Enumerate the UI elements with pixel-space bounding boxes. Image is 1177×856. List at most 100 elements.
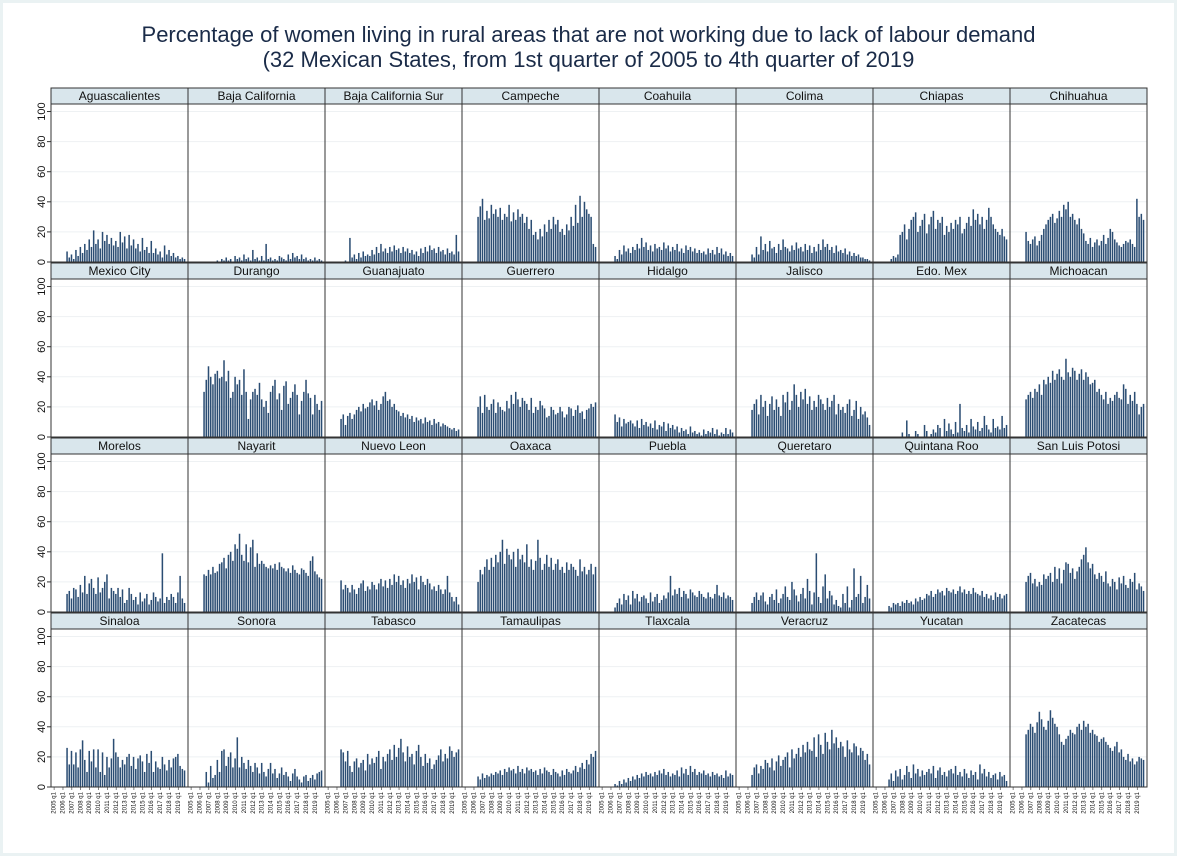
bar xyxy=(862,602,864,612)
bar xyxy=(694,248,696,262)
bar xyxy=(455,430,458,437)
bar xyxy=(811,604,813,612)
bar xyxy=(751,602,753,612)
x-tick-label: 2019 q1 xyxy=(313,791,319,813)
bar xyxy=(1071,213,1074,262)
y-tick-label: 20 xyxy=(36,401,48,413)
bar xyxy=(906,765,908,787)
bar xyxy=(364,408,367,437)
bar xyxy=(373,405,376,437)
bar xyxy=(276,399,278,437)
bar xyxy=(101,587,104,612)
bar xyxy=(510,770,513,787)
bar xyxy=(86,593,88,612)
bar xyxy=(970,593,972,612)
bar xyxy=(667,771,670,787)
bar xyxy=(729,252,732,262)
bar xyxy=(314,779,316,787)
bar xyxy=(512,768,515,787)
bar xyxy=(1078,373,1081,437)
bar xyxy=(828,590,831,612)
bar xyxy=(702,429,705,437)
bar xyxy=(948,423,950,437)
bar xyxy=(1029,391,1032,437)
bar xyxy=(537,409,539,437)
bar xyxy=(568,230,570,262)
bar xyxy=(1125,388,1127,437)
bar xyxy=(152,592,155,612)
bar xyxy=(207,782,210,787)
bar xyxy=(499,207,501,262)
bar xyxy=(391,251,393,262)
x-tick-label: 2009 q1 xyxy=(224,791,230,813)
bar xyxy=(377,583,380,612)
bar xyxy=(574,569,577,612)
bar xyxy=(1113,394,1116,437)
bar xyxy=(577,405,579,437)
bar xyxy=(689,246,692,262)
bar xyxy=(260,762,263,787)
bar xyxy=(1096,735,1098,787)
bar xyxy=(1031,397,1034,437)
panel-chiapas: Chiapas xyxy=(872,87,1011,263)
bar xyxy=(181,598,184,612)
bar xyxy=(950,768,952,787)
bar xyxy=(506,216,508,262)
bar xyxy=(627,248,630,262)
bar xyxy=(862,750,864,787)
bar xyxy=(70,254,73,262)
bar xyxy=(417,589,420,612)
bar xyxy=(797,248,800,262)
bar xyxy=(972,209,975,262)
bar xyxy=(1056,578,1058,612)
bar xyxy=(1085,547,1087,612)
bar xyxy=(588,408,590,437)
bar xyxy=(788,599,791,612)
bar xyxy=(645,771,647,787)
bar xyxy=(716,773,718,787)
bar xyxy=(559,569,561,612)
bar xyxy=(554,414,557,437)
bar xyxy=(307,260,309,262)
bar xyxy=(1131,758,1134,787)
bar xyxy=(530,219,533,262)
bar xyxy=(148,252,150,262)
x-tick-label: 2010 q1 xyxy=(918,791,924,813)
bar xyxy=(1038,711,1041,787)
bar xyxy=(431,589,433,612)
bar xyxy=(826,243,829,262)
bar xyxy=(150,599,153,612)
x-tick-label: 2018 q1 xyxy=(715,791,721,813)
bar xyxy=(857,755,860,787)
bar xyxy=(923,424,926,437)
bar xyxy=(483,394,486,437)
bar xyxy=(303,391,305,437)
bar xyxy=(923,213,926,262)
bar xyxy=(214,373,216,437)
bar xyxy=(258,382,261,437)
bar xyxy=(665,774,667,787)
bar xyxy=(917,433,919,437)
bar xyxy=(837,403,840,437)
bar xyxy=(698,771,701,787)
bar xyxy=(590,403,592,437)
bar xyxy=(258,773,261,787)
bar xyxy=(806,741,809,787)
bar xyxy=(707,430,709,437)
bar xyxy=(349,765,351,787)
bar xyxy=(822,239,824,262)
bar xyxy=(1109,397,1112,437)
x-tick-label: 2007 q1 xyxy=(1028,791,1034,813)
bar xyxy=(395,581,398,612)
bar xyxy=(497,402,499,437)
bar xyxy=(709,252,712,262)
bar xyxy=(1065,358,1067,437)
bar xyxy=(1120,246,1123,262)
bar xyxy=(1113,239,1116,262)
bar xyxy=(994,427,997,437)
bar xyxy=(1080,559,1083,612)
bar xyxy=(1047,575,1049,612)
x-tick-label: 2015 q1 xyxy=(277,791,283,813)
bar xyxy=(97,239,99,262)
